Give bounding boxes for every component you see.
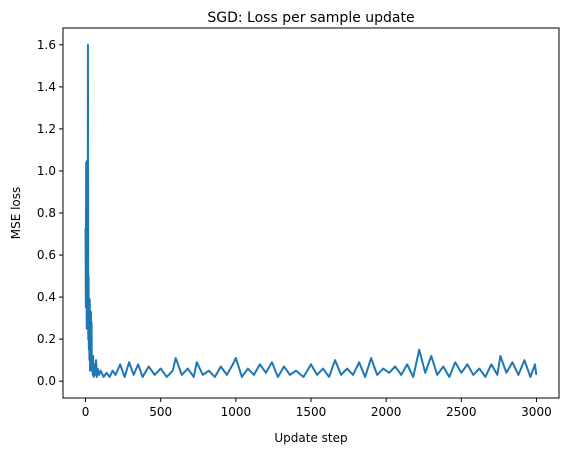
y-axis-label: MSE loss <box>9 187 23 240</box>
y-tick-label: 1.4 <box>37 80 56 94</box>
y-axis: 0.0 0.2 0.4 0.6 0.8 1.0 1.2 1.4 1.6 <box>37 38 63 388</box>
y-tick-label: 0.8 <box>37 206 56 220</box>
chart-title: SGD: Loss per sample update <box>207 10 414 26</box>
y-tick-label: 0.4 <box>37 290 56 304</box>
series-layer <box>84 43 538 378</box>
y-tick-label: 1.2 <box>37 122 56 136</box>
y-tick-label: 0.2 <box>37 332 56 346</box>
x-tick-label: 2000 <box>371 405 402 419</box>
plot-area <box>62 27 560 399</box>
x-tick-label: 2500 <box>446 405 477 419</box>
x-tick-label: 0 <box>82 405 90 419</box>
y-tick-label: 1.6 <box>37 38 56 52</box>
x-tick-label: 1500 <box>296 405 327 419</box>
y-tick-label: 0.6 <box>37 248 56 262</box>
x-tick-label: 500 <box>149 405 172 419</box>
y-tick-label: 0.0 <box>37 374 56 388</box>
x-tick-label: 3000 <box>521 405 552 419</box>
x-tick-label: 1000 <box>221 405 252 419</box>
x-axis-label: Update step <box>274 431 347 445</box>
loss-series-line <box>84 43 538 378</box>
x-axis: 0 500 1000 1500 2000 2500 3000 <box>82 398 552 419</box>
y-tick-label: 1.0 <box>37 164 56 178</box>
